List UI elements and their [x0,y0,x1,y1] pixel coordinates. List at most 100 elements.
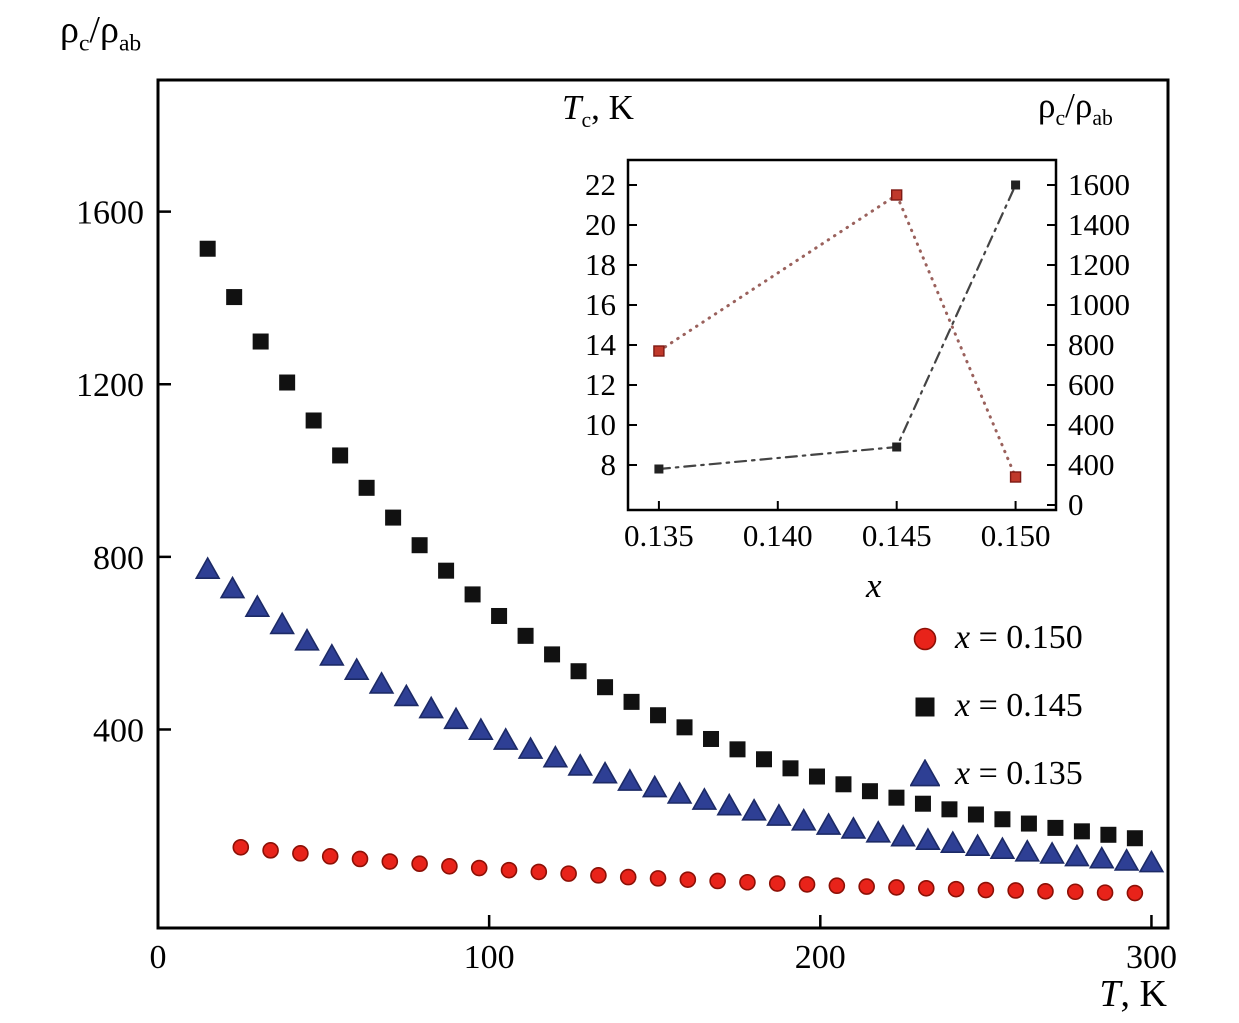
tick-label: 12 [585,367,616,402]
rho-subscript-ab: ab [1092,106,1113,130]
chart-graphic [321,848,339,865]
chart-graphic [617,768,643,791]
chart-graphic [679,871,697,888]
chart-graphic [641,774,668,798]
chart-graphic [500,861,518,879]
chart-graphic [666,781,693,804]
chart-graphic [244,594,271,617]
chart-graphic [766,803,792,826]
chart-graphic [305,412,322,429]
chart-graphic [798,876,816,893]
tc-subscript: c [581,108,592,132]
chart-graphic [464,586,481,603]
legend-label: x = 0.145 [955,687,1083,724]
chart-graphic [623,693,640,710]
chart-graphic [393,683,420,707]
chart-graphic [1039,841,1065,864]
chart-graphic [491,607,508,624]
main-x-axis-label: T, K [1099,972,1167,1016]
chart-graphic [1100,826,1117,843]
tick-label: 0.150 [981,518,1051,553]
chart-graphic [1007,882,1024,899]
chart-graphic [650,707,667,724]
chart-graphic [1037,883,1054,900]
tick-label: 800 [93,540,144,577]
chart-graphic [808,768,825,785]
chart-graphic [597,679,614,696]
tick-label: 200 [795,939,846,976]
chart-graphic [1020,815,1037,832]
chart-graphic [262,842,279,859]
tick-label: 16 [585,287,616,322]
rho-subscript-c: c [78,30,90,57]
chart-graphic [915,827,941,850]
chart-graphic [381,853,399,870]
chart-graphic [939,830,966,854]
chart-graphic [729,741,746,758]
tick-label: 0 [150,939,167,976]
tick-label: 1600 [1068,167,1130,202]
tick-label: 20 [585,207,616,242]
chart-graphic [756,751,772,768]
chart-graphic [649,870,667,887]
chart-graphic [517,627,534,644]
chart-graphic [835,776,852,793]
legend-label: x = 0.150 [955,619,1083,656]
chart-graphic [226,289,243,306]
rho-symbol: ρ [1038,86,1056,125]
legend-item-x0150: x = 0.150 [910,616,1083,660]
tick-label: 0.140 [743,518,813,553]
chart-graphic [542,744,569,768]
chart-graphic [828,877,846,895]
chart-graphic [411,855,428,872]
chart-graphic [840,816,867,839]
chart-graphic [709,872,726,890]
chart-graphic [319,643,345,666]
chart-graphic [219,575,246,599]
chart-graphic [964,833,991,857]
chart-graphic [567,753,593,776]
chart-graphic [815,812,842,835]
rho-slash: /ρ [89,9,119,51]
legend-circle-marker-icon [910,623,940,653]
chart-graphic [443,706,469,730]
inset-x-axis-label: x [866,566,882,606]
chart-graphic [332,447,349,464]
chart-graphic [716,792,743,816]
chart-graphic [292,845,309,862]
chart-graphic [517,736,544,759]
tick-label: 0.135 [624,518,694,553]
chart-graphic [1113,848,1140,871]
series-x-0145 [199,240,1143,847]
chart-graphic [977,881,995,899]
chart-graphic [914,795,931,812]
legend-item-x0145: x = 0.145 [910,684,1083,728]
chart-graphic [858,878,875,895]
chart-graphic [1126,830,1143,847]
chart-graphic [470,859,488,877]
chart-graphic [888,879,905,896]
chart-graphic [790,808,817,831]
chart-graphic [676,719,693,736]
chart-graphic [1126,884,1144,902]
rho-symbol: ρ [60,9,79,51]
chart-graphic [1066,883,1084,901]
tick-label: 1000 [1068,287,1130,322]
chart-graphic [890,823,916,847]
chart-graphic [1011,180,1021,190]
rho-slash: /ρ [1065,86,1093,125]
chart-graphic [947,880,965,898]
doping-symbol: x [866,566,882,605]
tick-label: 100 [464,939,515,976]
legend-item-x0135: x = 0.135 [910,752,1083,796]
legend-square-marker-icon [910,691,940,721]
legend-triangle-marker-icon [910,759,940,789]
tick-label: 1400 [1068,207,1130,242]
chart-graphic [619,868,637,886]
tick-label: 1200 [76,367,144,404]
chart-graphic [252,333,269,350]
tick-label: 18 [585,247,616,282]
inset-series-tc [653,189,1022,483]
